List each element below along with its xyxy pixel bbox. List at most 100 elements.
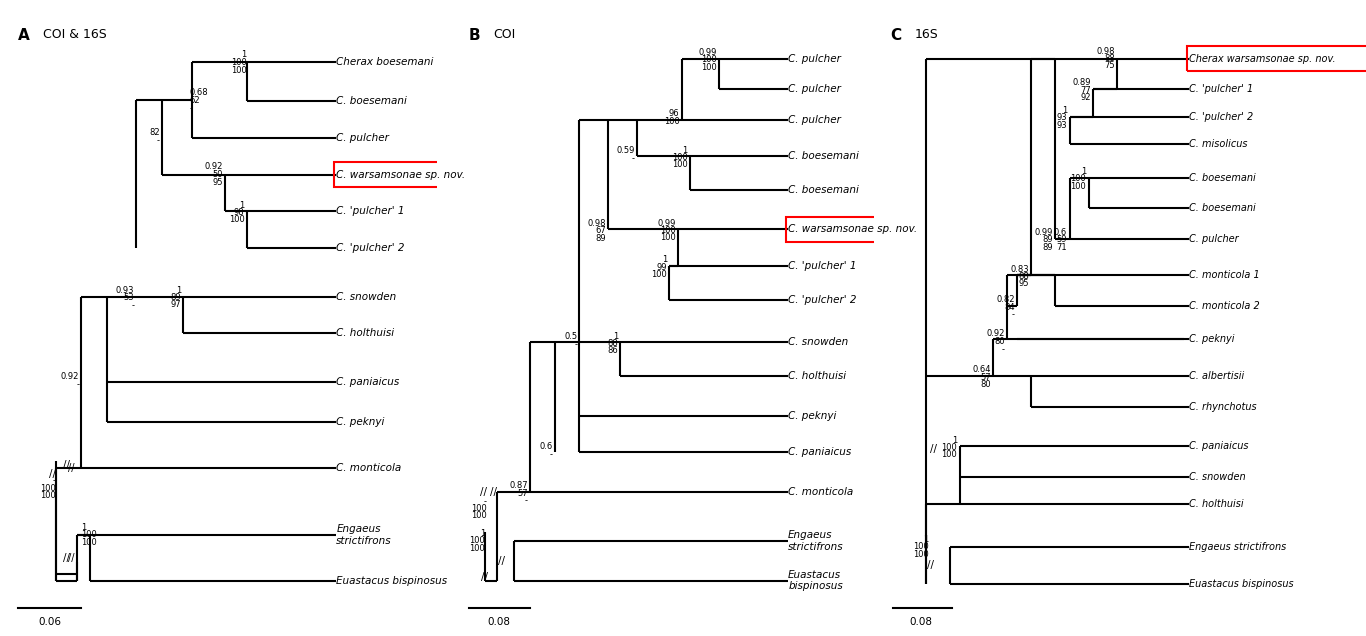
Text: C. 'pulcher' 1: C. 'pulcher' 1 xyxy=(788,261,856,271)
Text: C. peknyi: C. peknyi xyxy=(1188,335,1235,344)
Text: 89: 89 xyxy=(1042,243,1053,252)
Text: 0.87: 0.87 xyxy=(510,481,529,490)
Text: 0.92: 0.92 xyxy=(205,162,223,171)
Text: //: // xyxy=(930,445,937,454)
Text: 0.5: 0.5 xyxy=(564,332,576,341)
Text: Cherax boesemani: Cherax boesemani xyxy=(336,57,434,67)
Text: 0.08: 0.08 xyxy=(910,617,933,627)
Text: C. holthuisi: C. holthuisi xyxy=(788,371,847,381)
Text: 1: 1 xyxy=(663,256,668,265)
Text: 0.06: 0.06 xyxy=(38,617,61,627)
Text: 71: 71 xyxy=(1056,243,1067,252)
Text: 100: 100 xyxy=(40,484,56,493)
Text: C. paniaicus: C. paniaicus xyxy=(1188,441,1249,451)
Text: C. 'pulcher' 2: C. 'pulcher' 2 xyxy=(788,294,856,305)
Text: 88: 88 xyxy=(608,339,617,348)
Text: C. 'pulcher' 1: C. 'pulcher' 1 xyxy=(1188,84,1254,94)
Text: 0.6: 0.6 xyxy=(540,442,552,451)
Text: C. pulcher: C. pulcher xyxy=(336,133,389,143)
Text: 95: 95 xyxy=(1019,279,1029,288)
Text: 100: 100 xyxy=(912,550,929,559)
Text: C. boesemani: C. boesemani xyxy=(336,96,407,106)
Text: 100: 100 xyxy=(941,450,958,459)
Text: //: // xyxy=(489,487,497,497)
Text: 0.99: 0.99 xyxy=(698,48,717,57)
Text: 0.08: 0.08 xyxy=(488,617,511,627)
Text: //: // xyxy=(928,560,934,570)
Text: 100: 100 xyxy=(82,530,97,539)
Text: 86: 86 xyxy=(608,347,617,356)
Text: 96: 96 xyxy=(669,109,680,118)
Text: Engaeus strictifrons: Engaeus strictifrons xyxy=(1188,542,1287,552)
Text: 97: 97 xyxy=(171,300,180,309)
Text: 1: 1 xyxy=(1081,167,1086,176)
Text: 100: 100 xyxy=(228,215,245,225)
Text: 100: 100 xyxy=(660,226,676,235)
Text: 80: 80 xyxy=(994,337,1005,347)
Text: C. paniaicus: C. paniaicus xyxy=(788,447,851,457)
Text: C. pulcher: C. pulcher xyxy=(788,53,841,64)
Text: 100: 100 xyxy=(471,504,488,513)
Text: //: // xyxy=(497,556,505,565)
Text: 100: 100 xyxy=(912,543,929,551)
Text: -: - xyxy=(53,476,56,485)
Text: Euastacus bispinosus: Euastacus bispinosus xyxy=(336,576,448,586)
Text: 100: 100 xyxy=(40,491,56,500)
Text: -: - xyxy=(1003,345,1005,354)
Text: C. misolicus: C. misolicus xyxy=(1188,139,1247,149)
Text: C. boesemani: C. boesemani xyxy=(1188,172,1255,183)
Text: 1: 1 xyxy=(479,529,485,538)
Text: C. 'pulcher' 1: C. 'pulcher' 1 xyxy=(336,206,404,216)
Text: Euastacus
bispinosus: Euastacus bispinosus xyxy=(788,570,843,591)
Text: 1: 1 xyxy=(923,535,929,544)
Text: //: // xyxy=(63,460,70,469)
Text: 100: 100 xyxy=(652,270,668,279)
Text: 99: 99 xyxy=(657,263,668,272)
Text: 84: 84 xyxy=(1004,303,1015,312)
Text: 0.6: 0.6 xyxy=(1055,228,1067,237)
Text: C. 'pulcher' 2: C. 'pulcher' 2 xyxy=(1188,111,1254,121)
Text: 1: 1 xyxy=(683,146,688,155)
Text: -: - xyxy=(157,136,160,145)
Text: 100: 100 xyxy=(82,537,97,546)
Text: COI & 16S: COI & 16S xyxy=(44,28,107,41)
Text: 93: 93 xyxy=(1056,113,1067,122)
Text: 100: 100 xyxy=(469,536,485,545)
Text: C. rhynchotus: C. rhynchotus xyxy=(1188,401,1257,411)
Text: C. monticola: C. monticola xyxy=(336,462,402,473)
Text: -: - xyxy=(1012,310,1015,319)
Text: 0.68: 0.68 xyxy=(190,88,208,97)
Text: C. snowden: C. snowden xyxy=(1188,472,1246,481)
Text: C: C xyxy=(891,28,902,43)
Text: 100: 100 xyxy=(701,62,717,72)
Text: C. warsamsonae sp. nov.: C. warsamsonae sp. nov. xyxy=(336,170,466,179)
Text: 1: 1 xyxy=(82,523,86,532)
Text: 100: 100 xyxy=(231,58,247,67)
Text: 1: 1 xyxy=(952,436,958,445)
Text: 100: 100 xyxy=(664,117,680,126)
Text: 62: 62 xyxy=(190,96,199,105)
Text: Euastacus bispinosus: Euastacus bispinosus xyxy=(1188,579,1294,588)
Text: -: - xyxy=(76,380,79,389)
Text: 1: 1 xyxy=(613,332,617,341)
Text: 89: 89 xyxy=(1042,235,1053,244)
Text: 98: 98 xyxy=(234,208,245,217)
Text: //: // xyxy=(67,462,74,473)
Text: C. pulcher: C. pulcher xyxy=(788,114,841,125)
Text: 67: 67 xyxy=(596,226,607,235)
Text: 0.99: 0.99 xyxy=(1034,228,1053,237)
Text: 1: 1 xyxy=(239,200,245,209)
Text: 100: 100 xyxy=(1071,182,1086,191)
Text: 1: 1 xyxy=(242,50,247,59)
Text: 75: 75 xyxy=(1104,61,1115,71)
Text: -: - xyxy=(525,496,529,505)
Text: 16S: 16S xyxy=(914,28,938,41)
Text: //: // xyxy=(67,553,74,563)
Text: 100: 100 xyxy=(471,511,488,520)
Text: C. pulcher: C. pulcher xyxy=(788,84,841,94)
Text: -: - xyxy=(131,301,134,310)
Text: C. holthuisi: C. holthuisi xyxy=(336,328,395,338)
Text: 1: 1 xyxy=(176,286,180,295)
Text: 0.99: 0.99 xyxy=(657,219,676,228)
Text: 0.92: 0.92 xyxy=(986,329,1005,338)
